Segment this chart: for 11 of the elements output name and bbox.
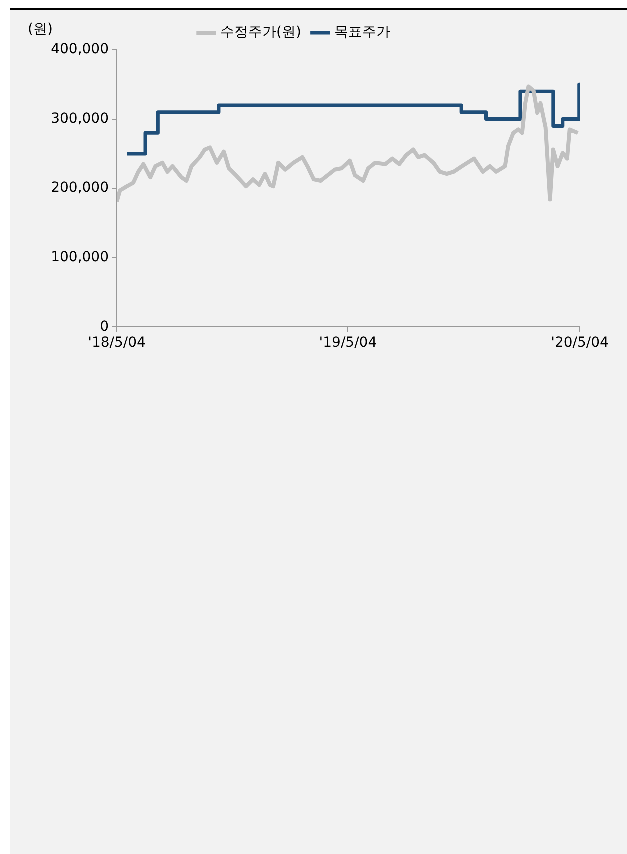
y-tick-label: 0 <box>100 318 109 335</box>
x-tick-label: '20/5/04 <box>551 335 609 352</box>
legend-label: 수정주가(원) <box>220 24 302 41</box>
y-tick-label: 100,000 <box>51 250 109 266</box>
y-tick-label: 200,000 <box>51 180 109 196</box>
y-tick-label: 400,000 <box>51 42 109 58</box>
x-tick-label: '19/5/04 <box>319 335 378 352</box>
y-tick-label: 300,000 <box>51 110 109 127</box>
legend-label: 목표주가 <box>334 24 390 41</box>
x-tick-label: '18/5/04 <box>88 335 146 352</box>
y-axis-title: (원) <box>28 22 53 38</box>
